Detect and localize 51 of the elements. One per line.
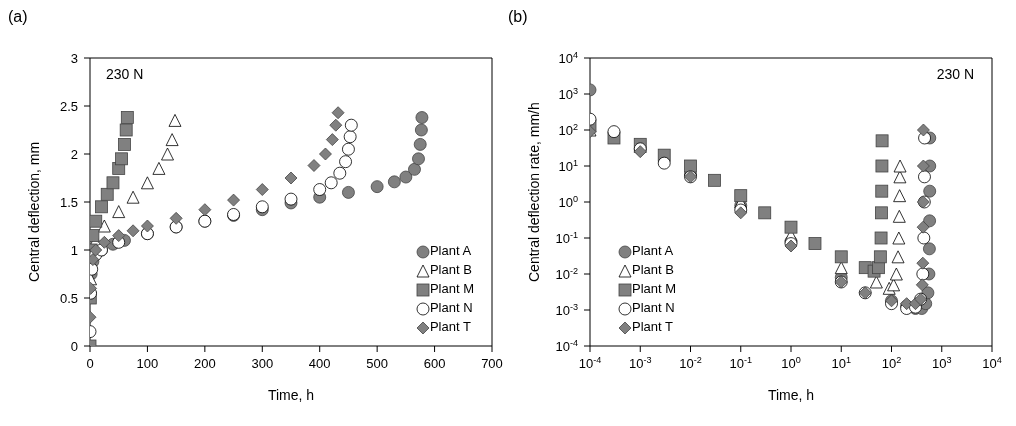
legend-label: Plant M [429, 281, 474, 296]
y-tick-label: 10$^{-1}$ [555, 230, 578, 246]
x-tick-label: 500 [366, 356, 388, 371]
x-tick-label: 600 [423, 356, 446, 371]
legend-label: Plant B [632, 262, 674, 277]
annotation: 230 N [106, 66, 144, 82]
y-tick-label: 10$^{1}$ [558, 158, 578, 174]
y-tick-label: 10$^{4}$ [558, 50, 578, 66]
legend-label: Plant T [429, 319, 471, 334]
y-tick-label: 10$^{0}$ [558, 194, 578, 210]
y-axis-title: Central deflection rate, mm/h [525, 102, 542, 282]
annotation: 230 N [936, 66, 974, 82]
y-tick-label: 1 [70, 243, 78, 258]
x-tick-label: 300 [251, 356, 274, 371]
legend-label: Plant A [429, 243, 472, 258]
x-tick-label: 10$^{-3}$ [628, 355, 652, 371]
y-tick-label: 0 [70, 339, 78, 354]
x-tick-label: 10$^{-4}$ [578, 355, 602, 371]
y-axis-title: Central deflection, mm [25, 141, 42, 282]
x-tick-label: 0 [86, 356, 94, 371]
y-tick-label: 10$^{-3}$ [555, 302, 578, 318]
y-tick-label: 10$^{3}$ [558, 86, 578, 102]
chart-title: (a) [8, 8, 29, 27]
x-axis-title: Time, h [267, 387, 315, 403]
x-tick-label: 10$^{-1}$ [729, 355, 753, 371]
x-tick-label: 10$^{0}$ [781, 355, 801, 371]
y-tick-label: 2.5 [59, 99, 78, 114]
y-tick-label: 10$^{-2}$ [555, 266, 578, 282]
x-tick-label: 10$^{3}$ [931, 355, 952, 371]
legend-label: Plant N [429, 300, 473, 315]
y-tick-label: 3 [70, 51, 78, 66]
x-tick-label: 400 [308, 356, 331, 371]
y-tick-label: 1.5 [59, 195, 78, 210]
y-tick-label: 10$^{-4}$ [555, 338, 578, 354]
x-tick-label: 700 [481, 356, 503, 371]
x-tick-label: 10$^{-2}$ [679, 355, 702, 371]
legend-label: Plant N [632, 300, 675, 315]
y-tick-label: 0.5 [59, 291, 78, 306]
legend-label: Plant T [632, 319, 673, 334]
y-tick-label: 2 [70, 147, 78, 162]
y-tick-label: 10$^{2}$ [558, 122, 578, 138]
x-tick-label: 200 [194, 356, 216, 371]
x-tick-label: 10$^{2}$ [881, 355, 902, 371]
legend-label: Plant M [632, 281, 677, 296]
x-tick-label: 10$^{4}$ [982, 355, 1002, 371]
x-tick-label: 100 [136, 356, 159, 371]
legend-label: Plant B [429, 262, 472, 277]
x-axis-title: Time, h [767, 387, 815, 403]
legend-label: Plant A [632, 243, 674, 258]
x-tick-label: 10$^{1}$ [831, 355, 852, 371]
chart-title: (b) [508, 8, 529, 27]
